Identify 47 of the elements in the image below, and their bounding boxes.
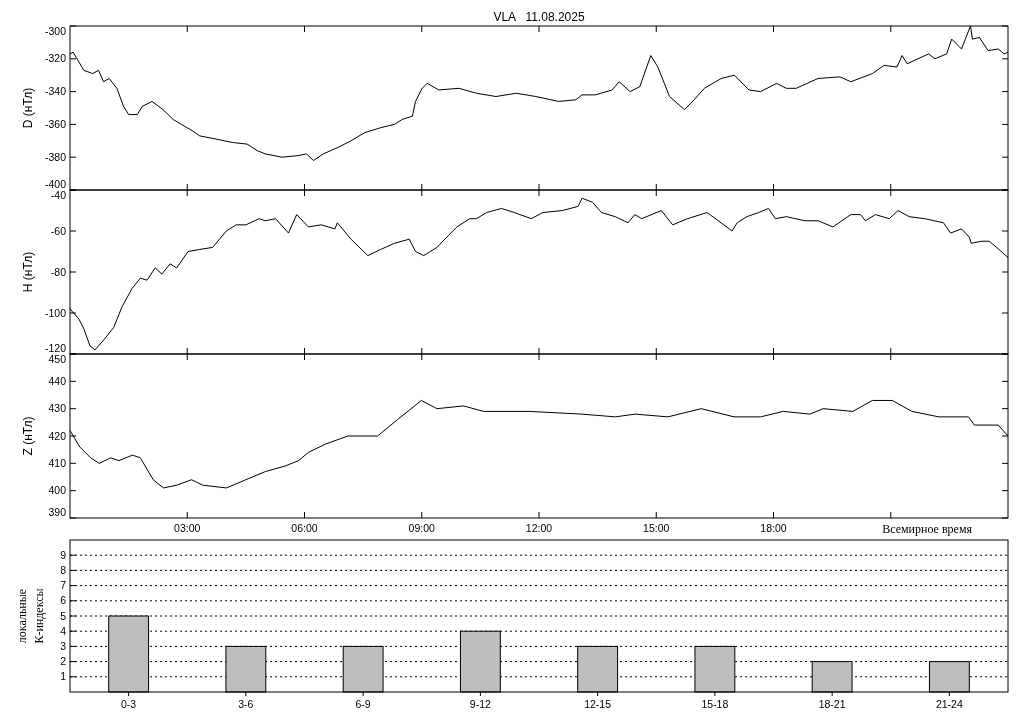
y-tick-label: 1 [60, 670, 67, 683]
y-tick-label: 9 [60, 548, 67, 561]
x-axis-title: Всемирное время [882, 522, 973, 536]
x-tick-label: 12-15 [584, 698, 612, 710]
y-tick-label: 5 [60, 609, 67, 622]
y-tick-label: -60 [50, 224, 67, 237]
x-tick-label: 18-21 [818, 698, 846, 710]
y-tick-label: 420 [48, 429, 67, 442]
x-tick-label: 18:00 [760, 522, 787, 534]
chart-title: VLA 11.08.2025 [493, 10, 585, 24]
x-tick-label: 15:00 [643, 522, 670, 534]
y-tick-label: -40 [50, 189, 67, 202]
x-tick-label: 12:00 [525, 522, 553, 534]
y-axis-title: H (нТл) [21, 251, 35, 293]
x-tick-label: 3-6 [238, 698, 254, 710]
y-axis-title: локальные К-индексы [15, 588, 46, 644]
y-tick-label: -120 [44, 342, 67, 355]
y-tick-label: 390 [48, 506, 67, 519]
y-tick-label: 440 [48, 375, 67, 388]
x-tick-label: 0-3 [121, 698, 137, 710]
y-axis-title: Z (нТл) [21, 416, 35, 456]
y-tick-label: 6 [60, 594, 67, 607]
y-tick-label: 410 [48, 457, 67, 470]
y-tick-label: 7 [60, 579, 67, 592]
x-tick-label: 06:00 [291, 522, 318, 534]
y-tick-label: 3 [60, 640, 67, 653]
y-tick-label: 450 [48, 353, 67, 366]
y-tick-label: -300 [44, 25, 67, 38]
y-tick-label: -340 [44, 85, 67, 98]
x-tick-label: 09:00 [408, 522, 436, 534]
y-tick-label: -80 [50, 265, 67, 278]
y-tick-label: -100 [44, 306, 67, 319]
y-tick-label: 4 [60, 624, 67, 637]
y-tick-label: -400 [44, 178, 67, 191]
y-tick-label: 430 [48, 402, 67, 415]
x-tick-label: 6-9 [355, 698, 371, 710]
y-tick-label: -380 [44, 150, 67, 163]
x-tick-label: 15-18 [701, 698, 729, 710]
y-tick-label: -320 [44, 52, 67, 65]
y-tick-label: -360 [44, 118, 67, 131]
x-tick-label: 21-24 [935, 698, 963, 710]
y-tick-label: 8 [60, 564, 67, 577]
y-axis-title: D (нТл) [21, 87, 35, 129]
x-tick-label: 03:00 [174, 522, 201, 534]
y-tick-label: 400 [48, 484, 67, 497]
y-tick-label: 2 [60, 655, 67, 668]
x-tick-label: 9-12 [469, 698, 492, 710]
